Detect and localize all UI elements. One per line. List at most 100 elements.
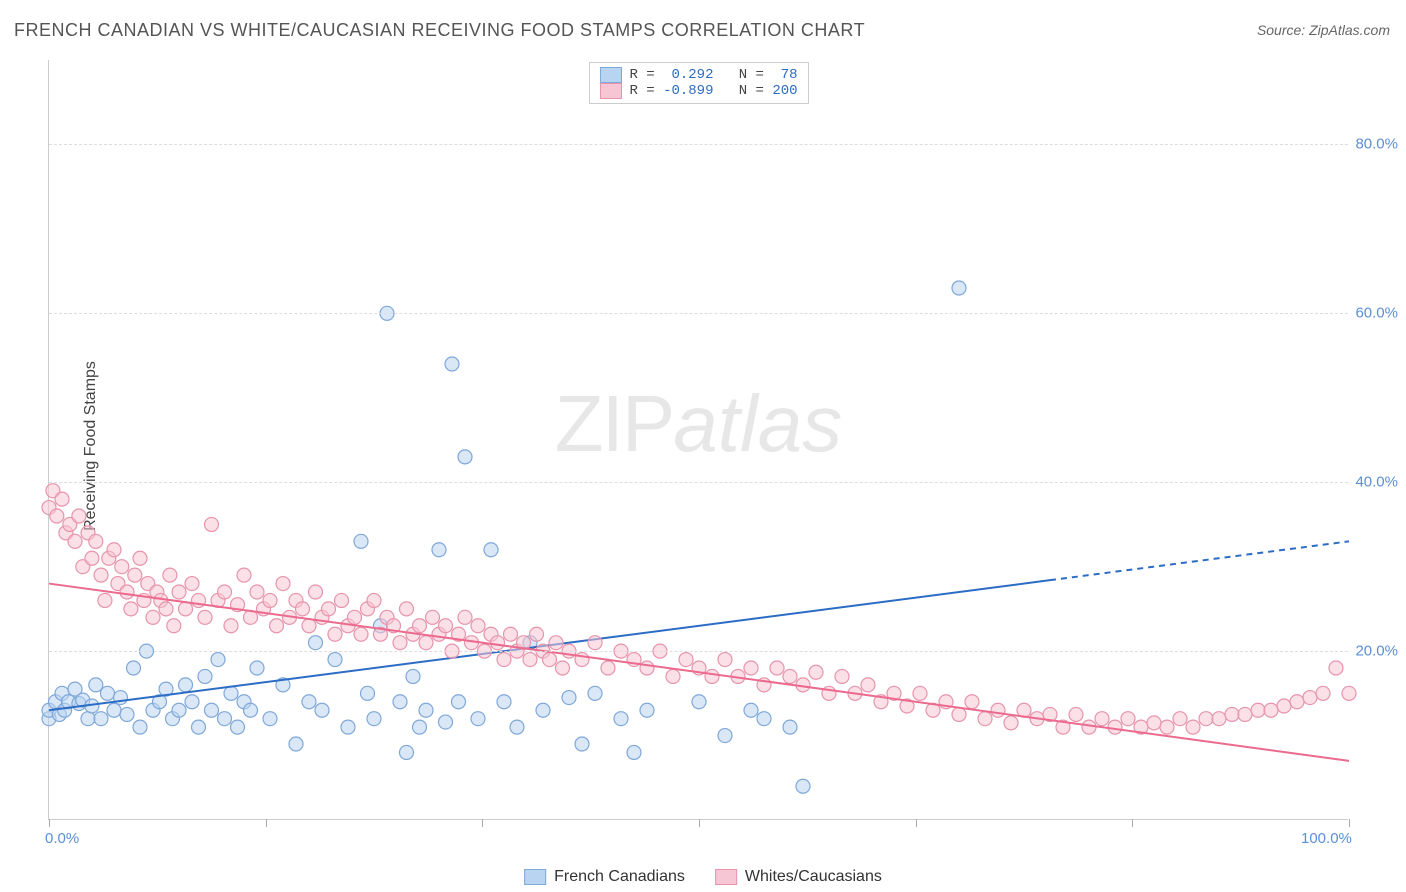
data-point [1316, 686, 1330, 700]
y-tick-label: 20.0% [1355, 643, 1398, 660]
data-point [913, 686, 927, 700]
data-point [231, 720, 245, 734]
data-point [452, 695, 466, 709]
data-point [335, 593, 349, 607]
data-point [536, 703, 550, 717]
gridline [49, 482, 1348, 483]
data-point [128, 568, 142, 582]
series-legend: French CanadiansWhites/Caucasians [524, 868, 882, 886]
data-point [393, 695, 407, 709]
data-point [224, 619, 238, 633]
x-tick-label: 100.0% [1301, 830, 1352, 847]
data-point [718, 653, 732, 667]
chart-plot-area: ZIPatlas R = 0.292 N = 78R = -0.899 N = … [48, 60, 1348, 820]
data-point [640, 661, 654, 675]
data-point [575, 737, 589, 751]
data-point [224, 686, 238, 700]
data-point [952, 707, 966, 721]
y-tick-label: 40.0% [1355, 474, 1398, 491]
data-point [835, 669, 849, 683]
data-point [296, 602, 310, 616]
data-point [81, 712, 95, 726]
data-point [1108, 720, 1122, 734]
data-point [322, 602, 336, 616]
data-point [991, 703, 1005, 717]
trend-line [49, 584, 1349, 761]
data-point [718, 729, 732, 743]
data-point [432, 543, 446, 557]
data-point [1147, 716, 1161, 730]
data-point [205, 703, 219, 717]
data-point [744, 661, 758, 675]
data-point [94, 568, 108, 582]
data-point [549, 636, 563, 650]
data-point [952, 281, 966, 295]
gridline [49, 313, 1348, 314]
data-point [205, 517, 219, 531]
legend-row: R = 0.292 N = 78 [599, 67, 797, 83]
x-tick-mark [1349, 819, 1350, 827]
data-point [1264, 703, 1278, 717]
y-tick-label: 60.0% [1355, 305, 1398, 322]
data-point [458, 610, 472, 624]
data-point [1199, 712, 1213, 726]
data-point [1238, 707, 1252, 721]
data-point [94, 712, 108, 726]
data-point [588, 686, 602, 700]
data-point [588, 636, 602, 650]
data-point [1173, 712, 1187, 726]
data-point [445, 357, 459, 371]
legend-row: R = -0.899 N = 200 [599, 83, 797, 99]
data-point [107, 703, 121, 717]
data-point [692, 695, 706, 709]
data-point [471, 619, 485, 633]
data-point [497, 695, 511, 709]
data-point [1186, 720, 1200, 734]
data-point [543, 653, 557, 667]
data-point [504, 627, 518, 641]
data-point [50, 509, 64, 523]
data-point [640, 703, 654, 717]
data-point [124, 602, 138, 616]
data-point [406, 669, 420, 683]
data-point [185, 577, 199, 591]
data-point [120, 707, 134, 721]
data-point [796, 779, 810, 793]
data-point [809, 665, 823, 679]
data-point [393, 636, 407, 650]
data-point [614, 712, 628, 726]
data-point [133, 551, 147, 565]
data-point [783, 720, 797, 734]
x-tick-mark [1132, 819, 1133, 827]
x-tick-mark [482, 819, 483, 827]
x-tick-mark [699, 819, 700, 827]
data-point [192, 720, 206, 734]
data-point [263, 593, 277, 607]
data-point [1160, 720, 1174, 734]
data-point [1225, 707, 1239, 721]
data-point [497, 653, 511, 667]
data-point [861, 678, 875, 692]
data-point [107, 543, 121, 557]
chart-title: FRENCH CANADIAN VS WHITE/CAUCASIAN RECEI… [14, 20, 865, 41]
data-point [237, 568, 251, 582]
data-point [400, 602, 414, 616]
data-point [530, 627, 544, 641]
data-point [302, 619, 316, 633]
data-point [510, 720, 524, 734]
data-point [757, 712, 771, 726]
data-point [1251, 703, 1265, 717]
data-point [1082, 720, 1096, 734]
series-legend-label: French Canadians [554, 868, 685, 886]
series-legend-item: French Canadians [524, 868, 685, 886]
trend-line-dashed [1050, 541, 1349, 580]
data-point [244, 703, 258, 717]
data-point [127, 661, 141, 675]
legend-swatch [715, 869, 737, 885]
data-point [439, 619, 453, 633]
data-point [101, 686, 115, 700]
gridline [49, 651, 1348, 652]
data-point [705, 669, 719, 683]
data-point [439, 715, 453, 729]
data-point [965, 695, 979, 709]
